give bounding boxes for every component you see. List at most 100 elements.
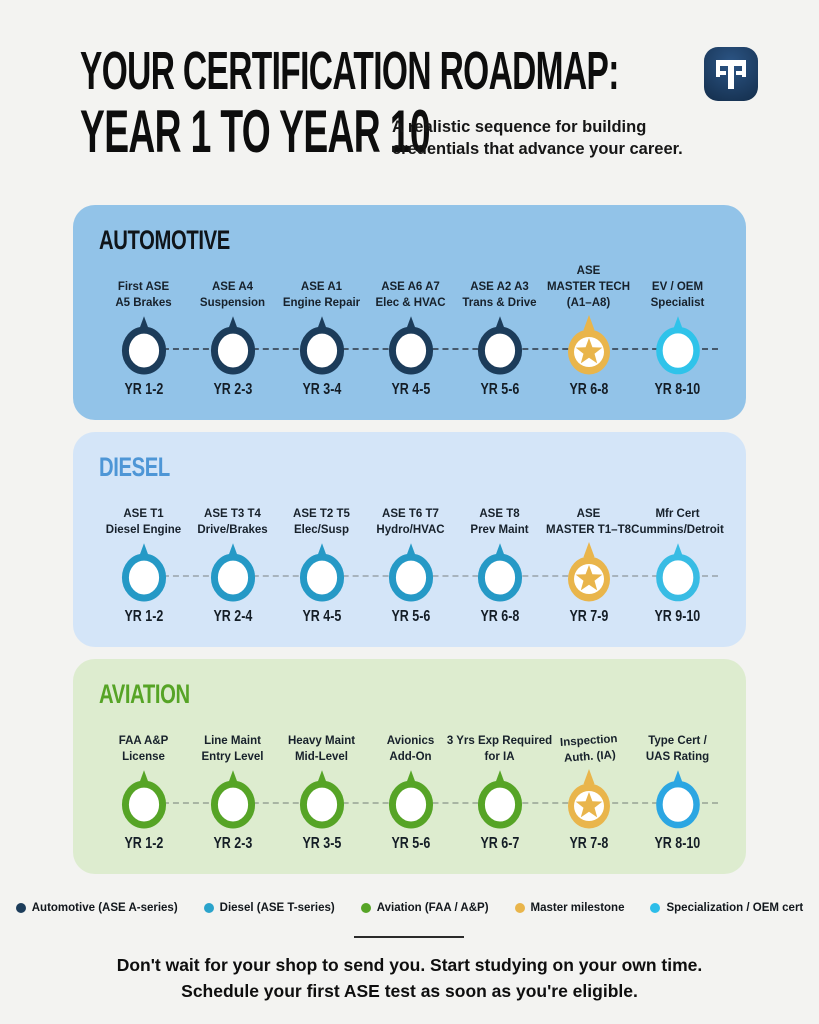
milestone-year: YR 6-7 (480, 835, 519, 852)
milestone-year: YR 2-3 (213, 381, 252, 398)
milestone-pin-icon (118, 768, 170, 830)
milestone-label: EV / OEM Specialist (650, 281, 705, 310)
milestone-label: 3 Yrs Exp Required for IA (446, 735, 553, 764)
milestone-pin-icon (118, 541, 170, 603)
milestone-year: YR 4-5 (391, 381, 430, 398)
legend-item: Automotive (ASE A-series) (15, 902, 178, 914)
footer-divider (354, 936, 464, 938)
milestone-diesel-3: ASE T2 T5 Elec/Susp YR 4-5 (277, 489, 366, 626)
footer-cta: Don't wait for your shop to send you. St… (0, 952, 819, 1005)
master-star-pin-icon (561, 541, 617, 603)
milestone-pin-icon (385, 541, 437, 603)
milestone-label: ASE T1 Diesel Engine (105, 508, 182, 537)
milestone-year: YR 4-5 (302, 608, 341, 625)
milestone-year: YR 1-2 (124, 381, 163, 398)
milestone-label: ASE MASTER T1–T8 (546, 508, 631, 537)
milestone-diesel-5: ASE T8 Prev Maint YR 6-8 (455, 489, 544, 626)
milestone-pin-icon (474, 541, 526, 603)
milestone-diesel-1: ASE T1 Diesel Engine YR 1-2 (99, 489, 188, 626)
milestone-year: YR 8-10 (654, 381, 701, 398)
legend-item: Master milestone (514, 902, 625, 914)
milestone-aviation-6: Inspection Auth. (IA) YR 7-8 (544, 716, 633, 853)
legend-label: Master milestone (530, 902, 625, 914)
milestone-automotive-3: ASE A1 Engine Repair YR 3-4 (277, 262, 366, 399)
milestone-label: ASE A6 A7 Elec & HVAC (375, 281, 446, 310)
milestone-label: ASE T3 T4 Drive/Brakes (197, 508, 268, 537)
legend-label: Specialization / OEM cert (666, 902, 804, 914)
milestone-diesel-7: Mfr Cert Cummins/Detroit YR 9-10 (631, 489, 724, 626)
milestone-pin-icon (296, 314, 348, 376)
milestone-label: ASE A1 Engine Repair (282, 281, 361, 310)
legend: Automotive (ASE A-series) Diesel (ASE T-s… (0, 902, 819, 914)
milestone-year: YR 2-4 (213, 608, 252, 625)
milestone-label: ASE A4 Suspension (199, 281, 266, 310)
legend-dot-icon (360, 903, 371, 913)
specialist-pin-icon (652, 768, 704, 830)
milestone-label: ASE T2 T5 Elec/Susp (293, 508, 350, 537)
milestone-label: ASE MASTER TECH (A1–A8) (546, 265, 631, 310)
milestone-year: YR 7-8 (569, 835, 608, 852)
brand-logo-icon (703, 46, 759, 102)
milestone-row: First ASE A5 Brakes YR 1-2 ASE A4 Suspension… (99, 262, 722, 399)
subtitle-line1: A realistic sequence for building (392, 118, 647, 136)
milestone-pin-icon (474, 768, 526, 830)
legend-dot-icon (650, 903, 661, 913)
milestone-pin-icon (207, 768, 259, 830)
footer-line1: Don't wait for your shop to send you. St… (116, 955, 703, 975)
specialist-pin-icon (652, 541, 704, 603)
milestone-pin-icon (385, 768, 437, 830)
milestone-row: ASE T1 Diesel Engine YR 1-2 ASE T3 T4 Drive/… (99, 489, 724, 626)
legend-item: Diesel (ASE T-series) (203, 902, 335, 914)
milestone-pin-icon (118, 314, 170, 376)
section-title-automotive: AUTOMOTIVE (99, 225, 230, 255)
milestone-label: Inspection Auth. (IA) (559, 733, 618, 765)
section-panel-automotive: AUTOMOTIVE First ASE A5 Brakes YR 1-2 ASE A4… (73, 205, 746, 420)
milestone-aviation-4: Avionics Add-On YR 5-6 (366, 716, 455, 853)
milestone-year: YR 1-2 (124, 608, 163, 625)
section-title-diesel: DIESEL (99, 452, 170, 482)
legend-label: Automotive (ASE A-series) (31, 902, 178, 914)
milestone-year: YR 5-6 (391, 835, 430, 852)
legend-item: Aviation (FAA / A&P) (360, 902, 489, 914)
legend-dot-icon (15, 903, 26, 913)
milestone-pin-icon (385, 314, 437, 376)
milestone-year: YR 7-9 (569, 608, 608, 625)
milestone-automotive-5: ASE A2 A3 Trans & Drive YR 5-6 (455, 262, 544, 399)
page-subtitle: A realistic sequence for building creden… (392, 116, 692, 161)
milestone-year: YR 5-6 (391, 608, 430, 625)
footer-line2: Schedule your first ASE test as soon as … (181, 981, 638, 1002)
milestone-pin-icon (207, 314, 259, 376)
milestone-pin-icon (296, 541, 348, 603)
milestone-pin-icon (296, 768, 348, 830)
milestone-year: YR 6-8 (569, 381, 608, 398)
subtitle-line2: credentials that advance your career. (392, 140, 683, 159)
specialist-pin-icon (652, 314, 704, 376)
milestone-label: ASE T6 T7 Hydro/HVAC (376, 508, 445, 537)
milestone-label: FAA A&P License (118, 735, 169, 764)
milestone-pin-icon (207, 541, 259, 603)
milestone-diesel-2: ASE T3 T4 Drive/Brakes YR 2-4 (188, 489, 277, 626)
legend-dot-icon (514, 903, 525, 913)
master-star-pin-icon (561, 768, 617, 830)
milestone-aviation-1: FAA A&P License YR 1-2 (99, 716, 188, 853)
section-title-aviation: AVIATION (99, 679, 190, 709)
milestone-label: ASE A2 A3 Trans & Drive (462, 281, 537, 310)
milestone-year: YR 3-4 (302, 381, 341, 398)
milestone-automotive-7: EV / OEM Specialist YR 8-10 (633, 262, 722, 399)
master-star-pin-icon (561, 314, 617, 376)
milestone-label: Line Maint Entry Level (201, 735, 264, 764)
milestone-label: Type Cert / UAS Rating (645, 735, 710, 764)
section-panel-diesel: DIESEL ASE T1 Diesel Engine YR 1-2 ASE T3 T4… (73, 432, 746, 647)
milestone-automotive-6: ASE MASTER TECH (A1–A8) YR 6-8 (544, 262, 633, 399)
milestone-label: Heavy Maint Mid-Level (287, 735, 356, 764)
milestone-aviation-7: Type Cert / UAS Rating YR 8-10 (633, 716, 722, 853)
page-title-line1: YOUR CERTIFICATION ROADMAP: (80, 41, 619, 101)
section-panel-aviation: AVIATION FAA A&P License YR 1-2 Line Maint En… (73, 659, 746, 874)
milestone-year: YR 5-6 (480, 381, 519, 398)
milestone-automotive-1: First ASE A5 Brakes YR 1-2 (99, 262, 188, 399)
milestone-aviation-3: Heavy Maint Mid-Level YR 3-5 (277, 716, 366, 853)
milestone-diesel-4: ASE T6 T7 Hydro/HVAC YR 5-6 (366, 489, 455, 626)
milestone-label: First ASE A5 Brakes (115, 281, 172, 310)
milestone-automotive-4: ASE A6 A7 Elec & HVAC YR 4-5 (366, 262, 455, 399)
header: YOUR CERTIFICATION ROADMAP: YEAR 1 TO YE… (80, 44, 759, 194)
